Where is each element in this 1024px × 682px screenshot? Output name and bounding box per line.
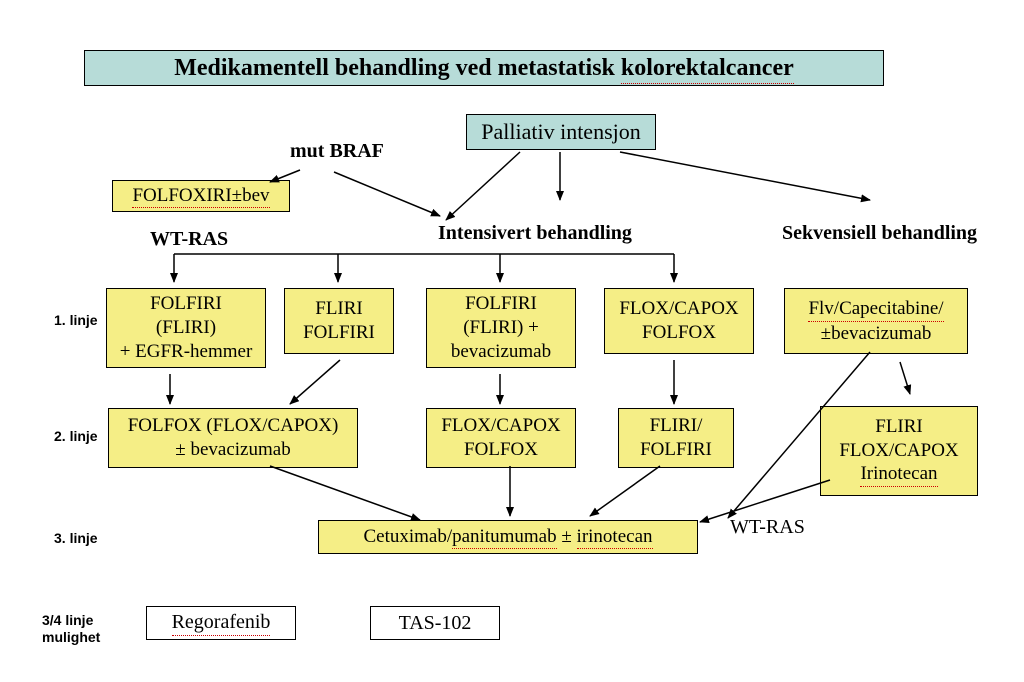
label-mut-braf-text: mut BRAF bbox=[290, 140, 384, 162]
node-palliativ-text: Palliativ intensjon bbox=[481, 118, 641, 146]
node-line1-c: FOLFIRI (FLIRI) + bevacizumab bbox=[426, 288, 576, 368]
diagram-canvas: Medikamentell behandling ved metastatisk… bbox=[0, 0, 1024, 682]
label-sekvensiell-text: Sekvensiell behandling bbox=[782, 222, 977, 244]
label-linje1: 1. linje bbox=[54, 312, 98, 328]
node-line2-b: FLOX/CAPOX FOLFOX bbox=[426, 408, 576, 468]
label-linje4: 3/4 linje mulighet bbox=[42, 612, 100, 646]
label-linje2: 2. linje bbox=[54, 428, 98, 444]
node-line2-d: FLIRI FLOX/CAPOX Irinotecan bbox=[820, 406, 978, 496]
node-folfoxiri: FOLFOXIRI±bev bbox=[112, 180, 290, 212]
node-line3: Cetuximab/panitumumab ± irinotecan bbox=[318, 520, 698, 554]
title-box: Medikamentell behandling ved metastatisk… bbox=[84, 50, 884, 86]
label-linje3: 3. linje bbox=[54, 530, 98, 546]
node-line1-e: Flv/Capecitabine/ ±bevacizumab bbox=[784, 288, 968, 354]
node-line4-b: TAS-102 bbox=[370, 606, 500, 640]
label-intensivert-text: Intensivert behandling bbox=[438, 222, 632, 244]
node-line1-d: FLOX/CAPOX FOLFOX bbox=[604, 288, 754, 354]
label-wt-ras-top-text: WT-RAS bbox=[150, 228, 228, 250]
label-wt-ras-bottom: WT-RAS bbox=[730, 516, 805, 539]
label-intensivert: Intensivert behandling bbox=[438, 222, 632, 245]
label-wt-ras-top: WT-RAS bbox=[150, 228, 228, 251]
node-folfoxiri-text: FOLFOXIRI±bev bbox=[132, 184, 269, 209]
label-sekvensiell: Sekvensiell behandling bbox=[782, 222, 977, 245]
title-text: Medikamentell behandling ved metastatisk bbox=[174, 55, 621, 81]
node-line1-a: FOLFIRI (FLIRI) + EGFR-hemmer bbox=[106, 288, 266, 368]
node-palliativ: Palliativ intensjon bbox=[466, 114, 656, 150]
label-mut-braf: mut BRAF bbox=[290, 140, 384, 163]
node-line2-a: FOLFOX (FLOX/CAPOX) ± bevacizumab bbox=[108, 408, 358, 468]
node-line1-b: FLIRI FOLFIRI bbox=[284, 288, 394, 354]
node-line4-a: Regorafenib bbox=[146, 606, 296, 640]
title-underlined: kolorektalcancer bbox=[621, 53, 794, 84]
node-line2-c: FLIRI/ FOLFIRI bbox=[618, 408, 734, 468]
